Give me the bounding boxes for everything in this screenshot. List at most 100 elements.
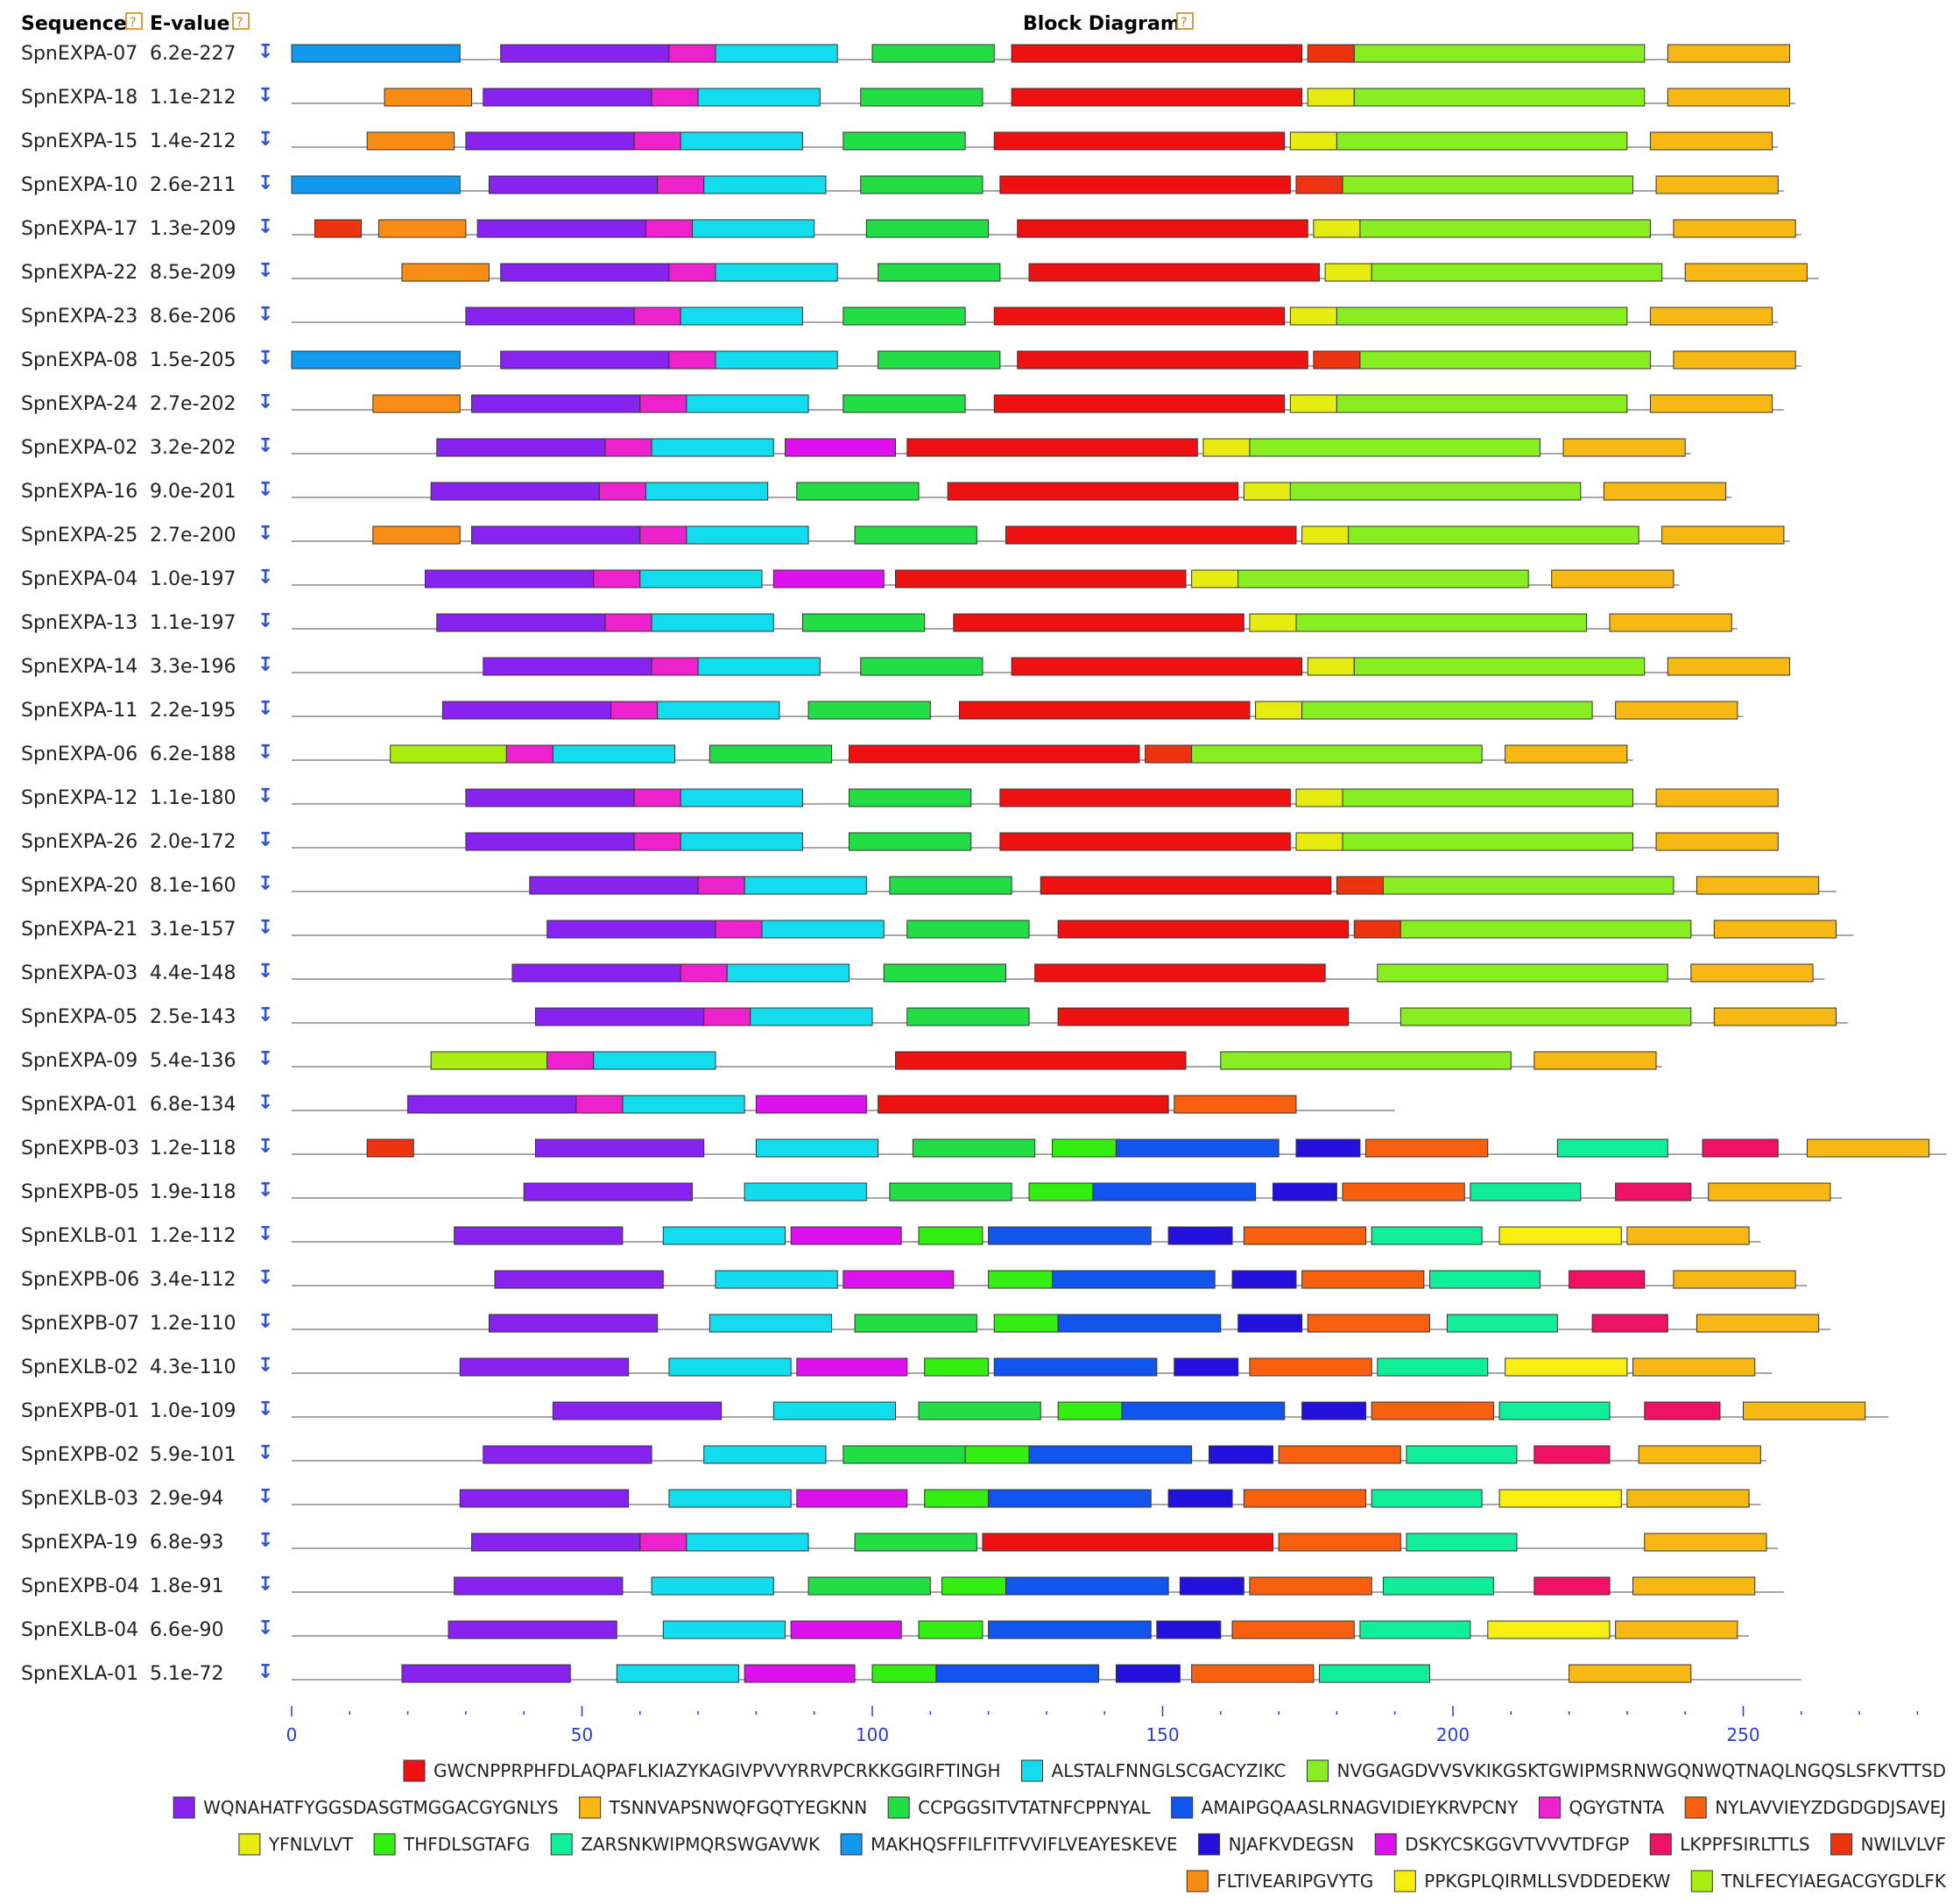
motif-block-green2[interactable] [924,1357,990,1377]
motif-block-green[interactable] [860,657,984,676]
motif-block-cyan[interactable] [703,1445,827,1464]
motif-block-lime[interactable] [1289,482,1582,501]
motif-block-navy[interactable] [1301,1401,1367,1420]
strand-arrow-icon[interactable]: ↧ [257,610,273,632]
motif-block-purple[interactable] [500,263,670,282]
motif-block-darkorange[interactable] [1278,1533,1401,1552]
motif-block-gold[interactable] [1673,350,1796,370]
motif-block-red[interactable] [958,701,1251,720]
motif-block-lime[interactable] [1348,525,1639,545]
motif-block-red[interactable] [999,788,1291,807]
motif-block-yellow[interactable] [1307,657,1355,676]
strand-arrow-icon[interactable]: ↧ [257,1267,273,1289]
motif-block-green2[interactable] [918,1226,984,1245]
motif-block-purple[interactable] [552,1401,723,1420]
motif-block-magenta[interactable] [505,744,553,764]
motif-block-yellow2[interactable] [1498,1489,1622,1508]
motif-block-teal[interactable] [1359,1620,1471,1639]
motif-block-gold[interactable] [1684,263,1808,282]
motif-block-green[interactable] [878,263,1001,282]
motif-block-navy[interactable] [1167,1226,1233,1245]
motif-block-purple[interactable] [523,1182,693,1202]
evalue-help-icon[interactable]: ? [232,12,250,30]
sequence-name[interactable]: SpnEXPA-12 [21,787,137,809]
strand-arrow-icon[interactable]: ↧ [257,348,273,370]
sequence-name[interactable]: SpnEXPA-07 [21,43,137,65]
motif-block-yellow[interactable] [1202,438,1251,457]
motif-block-darkorange[interactable] [1174,1095,1297,1114]
motif-block-green[interactable] [860,175,984,194]
motif-block-purple[interactable] [534,1138,705,1158]
strand-arrow-icon[interactable]: ↧ [257,173,273,194]
strand-arrow-icon[interactable]: ↧ [257,435,273,457]
sequence-name[interactable]: SpnEXPA-26 [21,831,137,853]
motif-block-blue[interactable] [1121,1401,1286,1420]
motif-block-lime[interactable] [1399,920,1692,939]
motif-block-gold[interactable] [1569,1664,1692,1683]
motif-block-yellow[interactable] [1191,569,1239,589]
motif-block-green[interactable] [889,1182,1012,1202]
motif-block-lime[interactable] [1342,832,1634,851]
motif-block-cyan[interactable] [686,525,809,545]
motif-block-magenta[interactable] [610,701,659,720]
motif-block-yellow2[interactable] [1498,1226,1622,1245]
motif-block-red[interactable] [947,482,1239,501]
motif-block-red[interactable] [1011,657,1303,676]
motif-block-green[interactable] [889,876,1012,895]
sequence-name[interactable]: SpnEXPA-13 [21,612,137,634]
motif-block-cyan[interactable] [691,219,815,238]
motif-block-orange[interactable] [377,219,467,238]
motif-block-yellowgreen[interactable] [390,744,507,764]
motif-block-orangered[interactable] [1353,920,1401,939]
strand-arrow-icon[interactable]: ↧ [257,391,273,413]
motif-block-crimson[interactable] [1569,1270,1646,1289]
motif-block-gold[interactable] [1632,1357,1756,1377]
motif-block-magenta[interactable] [604,438,652,457]
strand-arrow-icon[interactable]: ↧ [257,567,273,589]
motif-block-yellow[interactable] [1243,482,1291,501]
motif-block-purple[interactable] [494,1270,664,1289]
sequence-name[interactable]: SpnEXPB-02 [21,1444,139,1466]
motif-block-red[interactable] [999,175,1291,194]
sequence-name[interactable]: SpnEXPA-21 [21,919,137,941]
motif-block-purple[interactable] [430,482,600,501]
strand-arrow-icon[interactable]: ↧ [257,1180,273,1202]
strand-arrow-icon[interactable]: ↧ [257,1618,273,1639]
motif-block-lime[interactable] [1353,44,1646,63]
motif-block-gold[interactable] [1655,832,1779,851]
motif-block-purple[interactable] [483,657,652,676]
motif-block-gold[interactable] [1649,307,1773,326]
motif-block-red[interactable] [993,307,1286,326]
motif-block-teal[interactable] [1371,1489,1483,1508]
motif-block-purple[interactable] [459,1357,630,1377]
strand-arrow-icon[interactable]: ↧ [257,1136,273,1158]
motif-block-magenta[interactable] [598,482,646,501]
motif-block-magenta[interactable] [657,175,705,194]
motif-block-magenta[interactable] [697,876,745,895]
motif-block-green2[interactable] [871,1664,937,1683]
motif-block-crimson[interactable] [1591,1314,1668,1333]
motif-block-magenta[interactable] [546,1051,595,1070]
motif-block-gold[interactable] [1713,920,1837,939]
strand-arrow-icon[interactable]: ↧ [257,654,273,676]
sequence-name[interactable]: SpnEXPB-01 [21,1400,139,1422]
motif-block-crimson[interactable] [1644,1401,1721,1420]
motif-block-magenta[interactable] [680,963,728,983]
motif-block-green[interactable] [807,701,931,720]
motif-block-cyan[interactable] [715,1270,838,1289]
motif-block-magenta[interactable] [633,131,681,151]
motif-block-red[interactable] [895,1051,1187,1070]
motif-block-green[interactable] [860,88,984,107]
motif-block-purple[interactable] [534,1007,705,1026]
motif-block-green2[interactable] [941,1576,1006,1596]
motif-block-lime[interactable] [1237,569,1529,589]
motif-block-green[interactable] [843,131,966,151]
motif-block-cyan[interactable] [715,44,838,63]
motif-block-green[interactable] [843,1445,966,1464]
motif-block-cyan[interactable] [697,88,821,107]
motif-block-yellowgreen[interactable] [430,1051,548,1070]
motif-block-gold[interactable] [1626,1489,1750,1508]
motif-block-purple[interactable] [465,307,635,326]
motif-block-darkorange[interactable] [1243,1226,1367,1245]
motif-block-magenta[interactable] [593,569,641,589]
